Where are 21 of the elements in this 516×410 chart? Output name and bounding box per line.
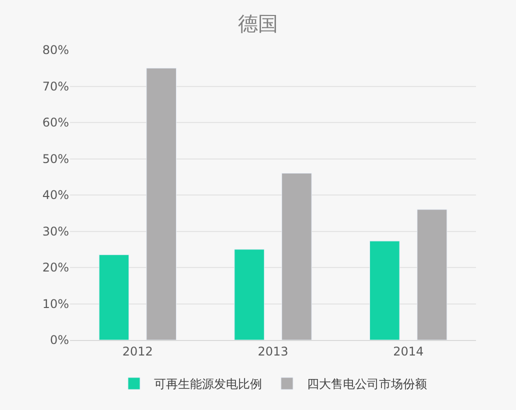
y-tick-label: 60%	[42, 116, 69, 130]
legend-label: 可再生能源发电比例	[154, 377, 262, 392]
bar	[282, 173, 312, 340]
bar	[416, 209, 448, 340]
legend-label: 四大售电公司市场份额	[307, 377, 427, 392]
bar	[98, 254, 130, 340]
bar	[146, 68, 176, 340]
x-tick-label: 2013	[258, 344, 288, 358]
bar	[370, 240, 400, 340]
chart-title: 德国	[238, 11, 278, 36]
y-tick-label: 40%	[42, 188, 69, 202]
x-tick-label: 2012	[122, 344, 153, 358]
y-tick-label: 30%	[42, 224, 69, 238]
y-tick-label: 70%	[42, 79, 69, 94]
x-tick-label: 2014	[393, 344, 424, 358]
bar	[234, 249, 264, 340]
y-tick-label: 0%	[50, 333, 69, 348]
y-tick-label: 50%	[42, 152, 69, 166]
y-tick-label: 20%	[42, 260, 69, 275]
y-tick-label: 80%	[42, 43, 69, 58]
y-tick-label: 10%	[42, 296, 69, 311]
